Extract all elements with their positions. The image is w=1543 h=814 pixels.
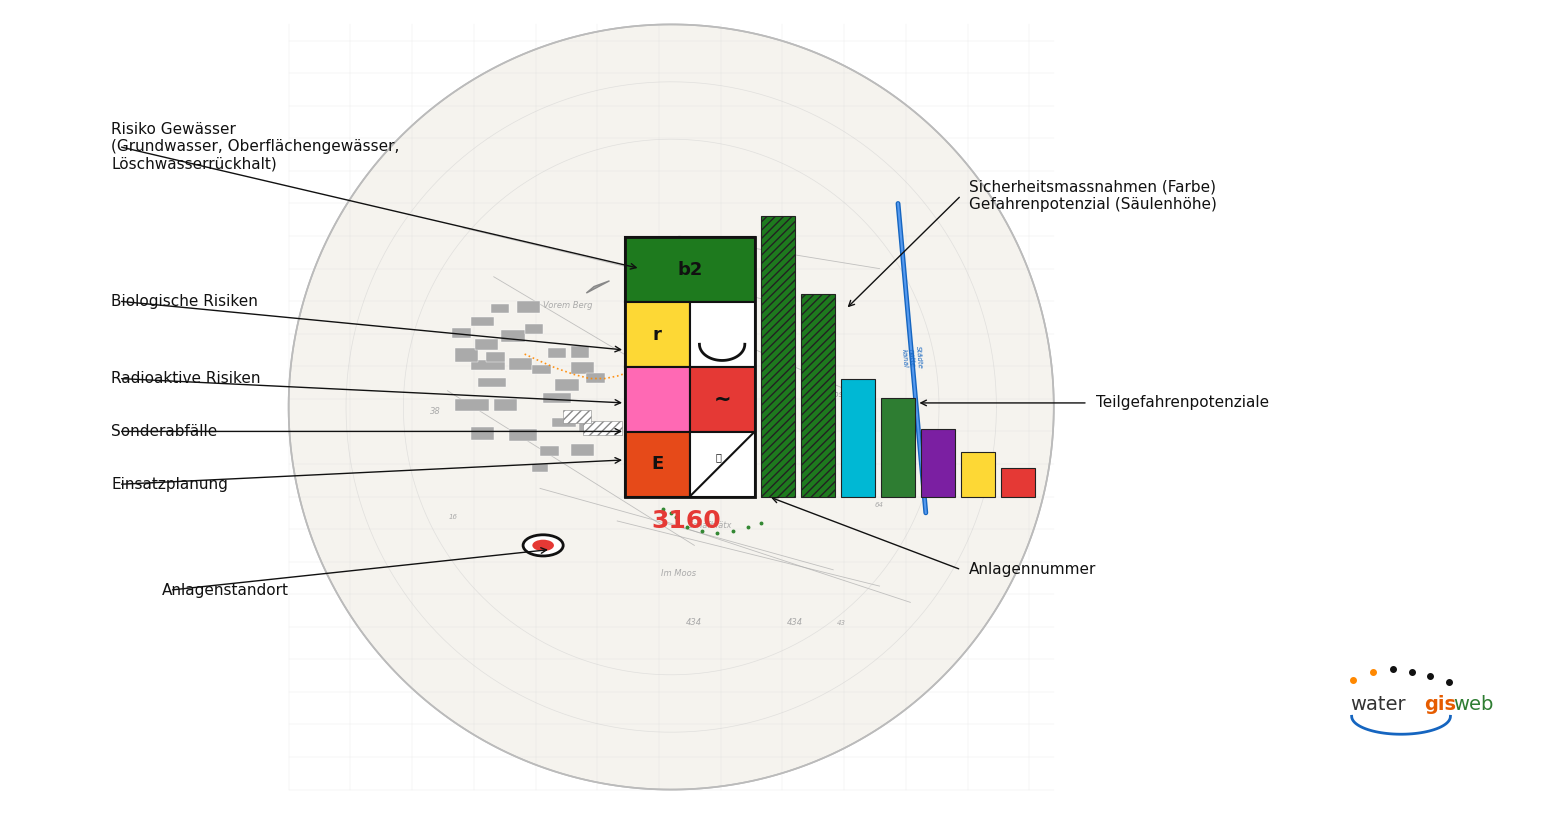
Bar [455, 399, 489, 411]
Bar [625, 431, 690, 497]
Bar [475, 339, 498, 350]
Bar [517, 301, 540, 313]
Bar [471, 317, 494, 326]
Bar [501, 330, 525, 342]
Text: 3160: 3160 [651, 509, 722, 532]
Text: Schafblätx: Schafblätx [688, 520, 731, 530]
Text: Feld: Feld [693, 243, 711, 253]
Polygon shape [289, 24, 1054, 790]
Bar [555, 379, 579, 391]
Bar [525, 324, 543, 334]
Bar [961, 452, 995, 497]
Bar [452, 328, 471, 338]
Bar [586, 373, 605, 383]
Bar [571, 362, 594, 374]
Text: b2: b2 [677, 260, 702, 278]
Bar [563, 410, 591, 423]
Bar [455, 348, 478, 362]
Text: Vorem Berg: Vorem Berg [543, 300, 593, 310]
Text: ~: ~ [713, 389, 731, 409]
Text: web: web [1454, 694, 1494, 714]
Text: 🚰: 🚰 [716, 453, 722, 462]
Circle shape [532, 540, 554, 551]
Bar [801, 295, 835, 497]
Bar [841, 379, 875, 497]
Bar [509, 358, 532, 370]
Bar [532, 464, 548, 472]
Bar [552, 418, 576, 427]
Text: Sonderabfälle: Sonderabfälle [111, 424, 218, 439]
Text: Biologische Risiken: Biologische Risiken [111, 294, 258, 309]
Text: 16: 16 [449, 514, 458, 520]
Bar [625, 302, 690, 367]
Text: Städte
natte
kanal: Städte natte kanal [901, 346, 923, 370]
Text: Radioaktive Risiken: Radioaktive Risiken [111, 371, 261, 386]
Bar [579, 422, 597, 431]
Text: Teilgefahrenpotenziale: Teilgefahrenpotenziale [1096, 396, 1268, 410]
Bar [761, 216, 795, 497]
Text: Anlagenstandort: Anlagenstandort [162, 583, 289, 597]
Bar [532, 365, 551, 374]
Text: 64: 64 [875, 501, 884, 508]
Bar [471, 360, 505, 370]
Bar [583, 421, 622, 435]
Text: r: r [653, 326, 662, 344]
Text: 38: 38 [430, 406, 440, 416]
Text: Längi Furen: Längi Furen [639, 276, 688, 286]
Polygon shape [586, 281, 609, 293]
Bar [509, 429, 537, 441]
Bar [494, 399, 517, 411]
Bar [881, 398, 915, 497]
Text: Anlagennummer: Anlagennummer [969, 562, 1097, 577]
Bar [478, 378, 506, 387]
Bar [491, 304, 509, 313]
Text: 434: 434 [787, 618, 802, 628]
Bar [1001, 469, 1035, 497]
Text: Sicherheitsmassnahmen (Farbe)
Gefahrenpotenzial (Säulenhöhe): Sicherheitsmassnahmen (Farbe) Gefahrenpo… [969, 179, 1217, 212]
Text: Einsatzplanung: Einsatzplanung [111, 477, 228, 492]
Bar [486, 352, 505, 362]
Text: E: E [651, 455, 663, 473]
Text: 43: 43 [836, 619, 846, 626]
Text: Risiko Gewässer
(Grundwasser, Oberflächengewässer,
Löschwasserrückhalt): Risiko Gewässer (Grundwasser, Oberfläche… [111, 121, 400, 172]
Bar [625, 238, 755, 302]
Text: 434: 434 [687, 618, 702, 628]
Bar [540, 446, 559, 456]
Text: gis: gis [1424, 694, 1457, 714]
Text: Im Moos: Im Moos [662, 569, 696, 579]
Bar [543, 393, 571, 403]
Bar [690, 431, 755, 497]
Bar [921, 429, 955, 497]
Bar [690, 367, 755, 431]
Bar [571, 346, 589, 358]
Bar [548, 348, 566, 358]
Bar [625, 367, 690, 431]
Bar [690, 302, 755, 367]
Text: water: water [1350, 694, 1406, 714]
Bar [571, 444, 594, 456]
Bar [471, 427, 494, 440]
Circle shape [523, 535, 563, 556]
Text: nmoos: nmoos [816, 390, 844, 400]
Bar [625, 238, 755, 497]
